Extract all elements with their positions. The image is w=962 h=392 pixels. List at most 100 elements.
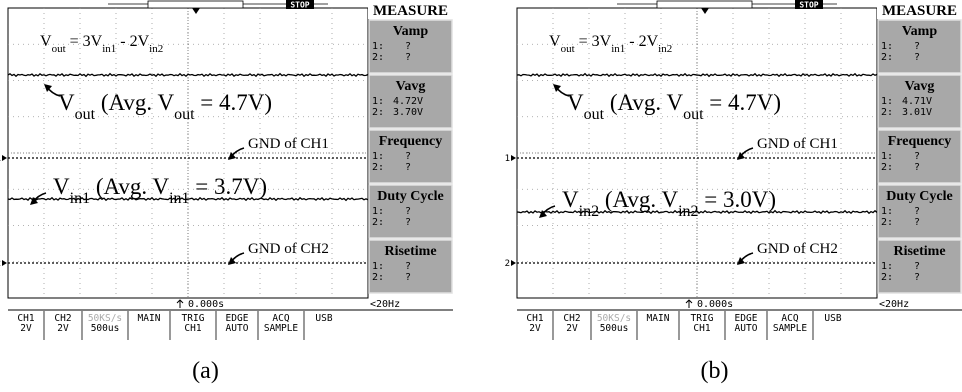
subscript: in2 — [149, 43, 163, 55]
subscript: out — [174, 106, 195, 123]
measure-value: ? — [405, 217, 411, 228]
text-part: = 3.0V) — [699, 187, 777, 212]
gnd1-label: GND of CH1 — [248, 136, 329, 152]
measure-value: 3.70V — [393, 107, 423, 118]
text-part: V — [58, 90, 75, 115]
text-part: = 4.7V) — [195, 90, 273, 115]
bar-text: 500us — [600, 323, 629, 334]
timebase: 0.000s — [188, 299, 224, 310]
menu-title: MEASURE — [373, 3, 448, 19]
text-part: (Avg. V — [604, 90, 683, 115]
measure-channel: 2: — [881, 272, 893, 283]
text-part: V — [53, 174, 70, 199]
frequency: <20Hz — [370, 299, 400, 310]
scope-panel: STOP12Vout = 3Vin1 - 2Vin2Vout (Avg. Vou… — [0, 0, 453, 384]
measure-channel: 1: — [372, 206, 384, 217]
bar-text: USB — [824, 313, 841, 324]
menu-item-title: Vamp — [393, 24, 428, 39]
measure-channel: 1: — [372, 41, 384, 52]
bar-text: CH1 — [184, 323, 201, 334]
text-part: = 4.7V) — [704, 90, 782, 115]
channel-arrow — [511, 155, 516, 161]
measure-value: ? — [914, 217, 920, 228]
channel-marker: 2 — [505, 259, 510, 269]
menu-item-title: Vamp — [902, 24, 937, 39]
text-part: - 2V — [116, 33, 149, 50]
measure-channel: 2: — [372, 272, 384, 283]
timebase: 0.000s — [697, 299, 733, 310]
channel-marker: 1 — [505, 154, 510, 164]
caption: (a) — [192, 358, 219, 384]
subscript: in1 — [169, 190, 189, 207]
subscript: in1 — [70, 190, 90, 207]
channel-arrow — [511, 260, 516, 266]
menu-item-title: Vavg — [396, 79, 426, 94]
menu-item-title: Frequency — [888, 134, 952, 149]
figure: STOP12Vout = 3Vin1 - 2Vin2Vout (Avg. Vou… — [0, 0, 962, 392]
measure-channel: 1: — [372, 261, 384, 272]
bar-text: CH1 — [693, 323, 710, 334]
text-part: V — [562, 187, 579, 212]
measure-channel: 2: — [881, 217, 893, 228]
gnd1-label: GND of CH1 — [757, 136, 838, 152]
measure-channel: 1: — [881, 41, 893, 52]
measure-channel: 1: — [881, 261, 893, 272]
memory-slider — [657, 1, 752, 8]
channel-marker: 1 — [0, 154, 1, 164]
measure-channel: 2: — [372, 217, 384, 228]
text-part: V — [40, 33, 52, 50]
measure-channel: 2: — [372, 52, 384, 63]
channel-arrow — [2, 260, 7, 266]
subscript: in2 — [678, 203, 698, 220]
bar-text: 2V — [529, 323, 541, 334]
measure-value: ? — [914, 41, 920, 52]
menu-item-title: Risetime — [384, 244, 436, 259]
bar-text: MAIN — [647, 313, 670, 324]
text-part: = 3V — [575, 33, 612, 50]
measure-value: ? — [405, 206, 411, 217]
subscript: out — [683, 106, 704, 123]
text-part: - 2V — [625, 33, 658, 50]
menu-item-title: Vavg — [905, 79, 935, 94]
text-part: (Avg. V — [599, 187, 678, 212]
measure-value: 4.71V — [902, 96, 932, 107]
measure-value: ? — [914, 272, 920, 283]
measure-channel: 2: — [372, 162, 384, 173]
text-part: (Avg. V — [90, 174, 169, 199]
measure-channel: 1: — [881, 206, 893, 217]
text-part: = 3.7V) — [190, 174, 268, 199]
status: STOP — [290, 1, 309, 10]
trigger-time-arrow — [177, 300, 183, 308]
subscript: in2 — [579, 203, 599, 220]
measure-value: ? — [914, 162, 920, 173]
measure-channel: 1: — [372, 96, 384, 107]
measure-channel: 2: — [881, 162, 893, 173]
subscript: out — [561, 43, 575, 55]
measure-channel: 1: — [372, 151, 384, 162]
measure-value: 4.72V — [393, 96, 423, 107]
channel-marker: 2 — [0, 259, 1, 269]
text-part: V — [549, 33, 561, 50]
status: STOP — [799, 1, 818, 10]
measure-value: ? — [405, 52, 411, 63]
bar-text: 2V — [57, 323, 69, 334]
menu-item-title: Duty Cycle — [886, 189, 953, 204]
bar-text: AUTO — [226, 323, 249, 334]
measure-value: ? — [405, 162, 411, 173]
text-part: (Avg. V — [95, 90, 174, 115]
bar-text: 2V — [20, 323, 32, 334]
measure-value: 3.01V — [902, 107, 932, 118]
memory-slider — [148, 1, 243, 8]
subscript: out — [75, 106, 96, 123]
measure-channel: 2: — [372, 107, 384, 118]
bar-text: SAMPLE — [264, 323, 299, 334]
menu-title: MEASURE — [882, 3, 957, 19]
measure-channel: 2: — [881, 52, 893, 63]
measure-value: ? — [914, 52, 920, 63]
bar-text: 500us — [91, 323, 120, 334]
menu-item-title: Risetime — [893, 244, 945, 259]
measure-channel: 2: — [881, 107, 893, 118]
frequency: <20Hz — [879, 299, 909, 310]
measure-value: ? — [914, 206, 920, 217]
subscript: out — [584, 106, 605, 123]
